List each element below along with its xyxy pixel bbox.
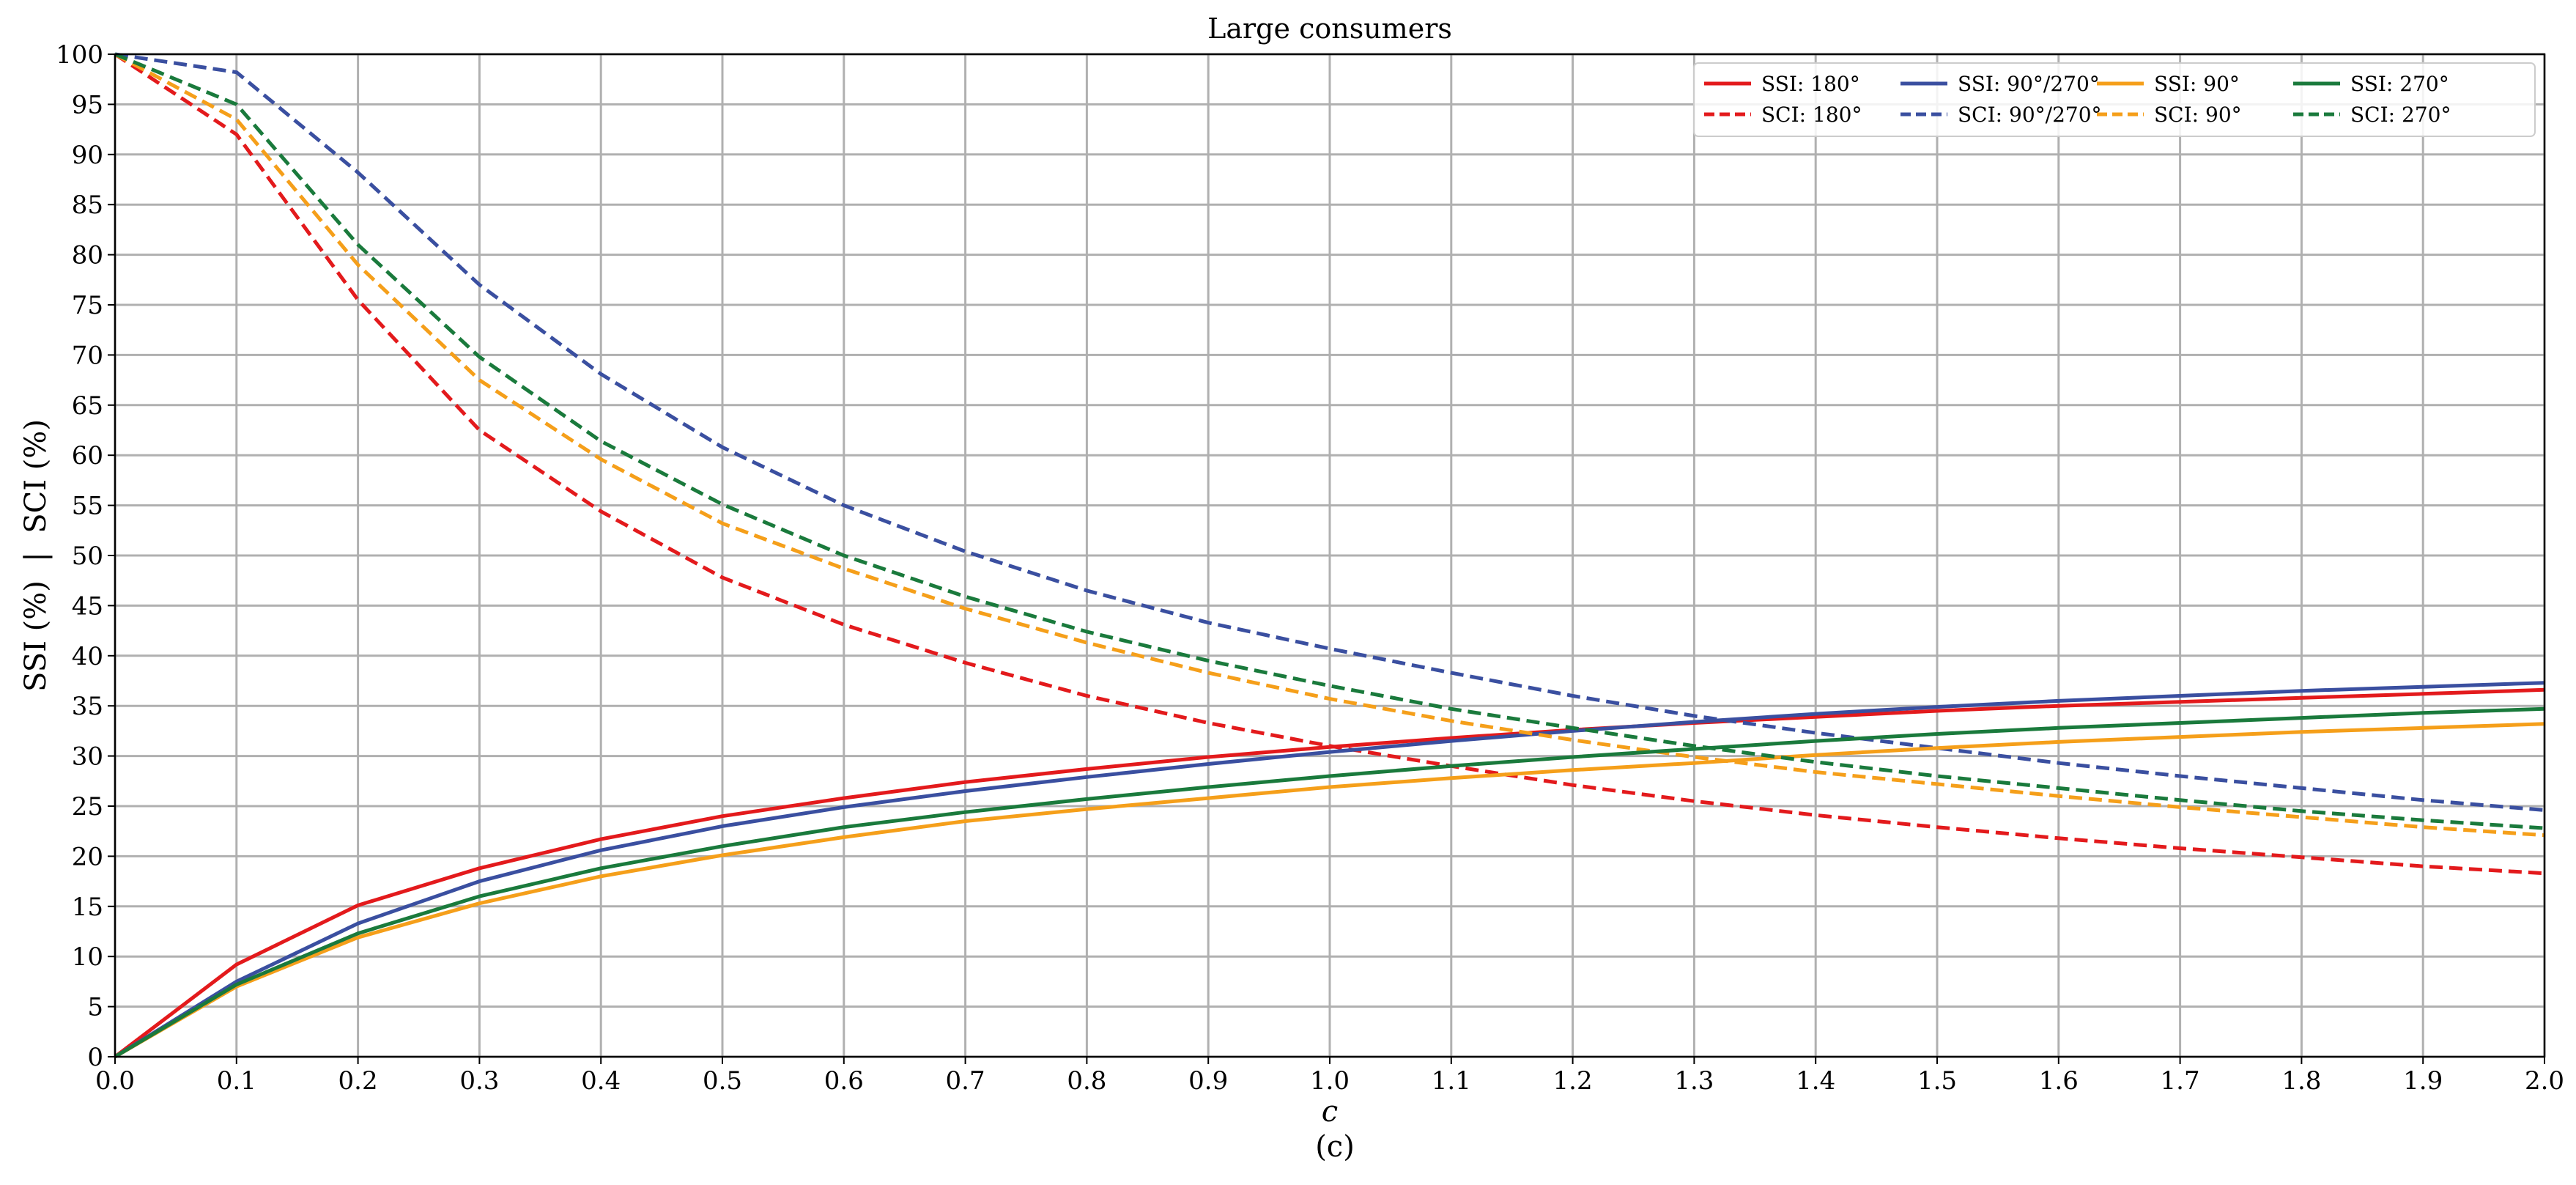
- y-tick-label: 35: [72, 692, 103, 721]
- legend-label: SCI: 90°: [2154, 103, 2242, 127]
- series-line-sci-90: [114, 52, 2545, 838]
- x-tick-label: 1.0: [1310, 1066, 1350, 1096]
- y-tick-label: 95: [72, 90, 103, 119]
- legend-label: SSI: 180°: [1761, 72, 1860, 96]
- x-axis-label: c: [1322, 1095, 1338, 1129]
- x-tick-label: 2.0: [2525, 1066, 2564, 1096]
- x-tick-label: 1.5: [1917, 1066, 1957, 1096]
- y-tick-label: 100: [56, 40, 103, 70]
- x-tick-label: 1.1: [1432, 1066, 1471, 1096]
- y-tick-label: 0: [87, 1043, 103, 1072]
- x-tick-label: 1.2: [1553, 1066, 1593, 1096]
- legend-label: SSI: 90°/270°: [1958, 72, 2100, 96]
- x-tick-label: 0.4: [581, 1066, 621, 1096]
- legend: SSI: 180° SSI: 90°/270° SSI: 90° SSI: 270° S…: [1693, 62, 2536, 137]
- series-line-sci-270: [114, 52, 2545, 830]
- x-axis: 0.0 0.1 0.2 0.3 0.4 0.5 0.6 0.7 0.8 0.9 1.0 1.1 1.2 1…: [95, 1057, 2564, 1096]
- x-tick-label: 0.1: [217, 1066, 256, 1096]
- legend-label: SCI: 90°/270°: [1958, 103, 2102, 127]
- series-line-ssi-90-270: [114, 681, 2545, 1059]
- x-tick-label: 1.7: [2161, 1066, 2200, 1096]
- y-tick-label: 60: [72, 441, 103, 470]
- x-tick-label: 0.3: [459, 1066, 499, 1096]
- x-tick-label: 0.5: [703, 1066, 742, 1096]
- y-tick-label: 10: [72, 942, 103, 972]
- y-tick-label: 40: [72, 642, 103, 671]
- series-line-sci-180: [114, 52, 2545, 876]
- x-tick-label: 1.8: [2281, 1066, 2321, 1096]
- y-tick-label: 25: [72, 792, 103, 822]
- x-tick-label: 0.8: [1067, 1066, 1106, 1096]
- legend-label: SCI: 180°: [1761, 103, 1862, 127]
- y-axis: 0 5 10 15 20 25 30 35 40 45 50 55 60 65 70 75 80 85 90 95 10…: [56, 40, 115, 1072]
- series-line-ssi-90: [114, 722, 2545, 1059]
- legend-box: [1693, 62, 2536, 137]
- series-line-sci-90-270: [114, 52, 2545, 812]
- x-tick-label: 1.4: [1796, 1066, 1835, 1096]
- y-tick-label: 80: [72, 241, 103, 270]
- x-tick-label: 1.3: [1674, 1066, 1714, 1096]
- x-tick-label: 1.6: [2039, 1066, 2079, 1096]
- y-tick-label: 65: [72, 391, 103, 421]
- x-tick-label: 0.6: [824, 1066, 864, 1096]
- x-tick-label: 0.2: [338, 1066, 378, 1096]
- y-tick-label: 50: [72, 542, 103, 571]
- y-tick-label: 85: [72, 191, 103, 220]
- chart-caption: (c): [1315, 1130, 1355, 1164]
- y-tick-label: 5: [87, 993, 103, 1022]
- chart-title: Large consumers: [1207, 12, 1452, 45]
- legend-label: SSI: 90°: [2154, 72, 2240, 96]
- x-tick-label: 0.0: [95, 1066, 135, 1096]
- y-tick-label: 15: [72, 893, 103, 922]
- legend-label: SSI: 270°: [2350, 72, 2449, 96]
- y-tick-label: 20: [72, 842, 103, 871]
- y-tick-label: 55: [72, 492, 103, 521]
- y-tick-label: 90: [72, 141, 103, 170]
- x-tick-label: 0.7: [946, 1066, 985, 1096]
- y-tick-label: 75: [72, 291, 103, 320]
- legend-label: SCI: 270°: [2350, 103, 2451, 127]
- y-tick-label: 30: [72, 742, 103, 772]
- x-tick-label: 1.9: [2403, 1066, 2443, 1096]
- y-tick-label: 45: [72, 591, 103, 621]
- series-line-ssi-270: [114, 706, 2545, 1059]
- x-tick-label: 0.9: [1188, 1066, 1228, 1096]
- grid: [114, 53, 2546, 1058]
- y-axis-label: SSI (%) | SCI (%): [19, 419, 53, 692]
- plot-area: [114, 52, 2545, 1059]
- y-tick-label: 70: [72, 341, 103, 370]
